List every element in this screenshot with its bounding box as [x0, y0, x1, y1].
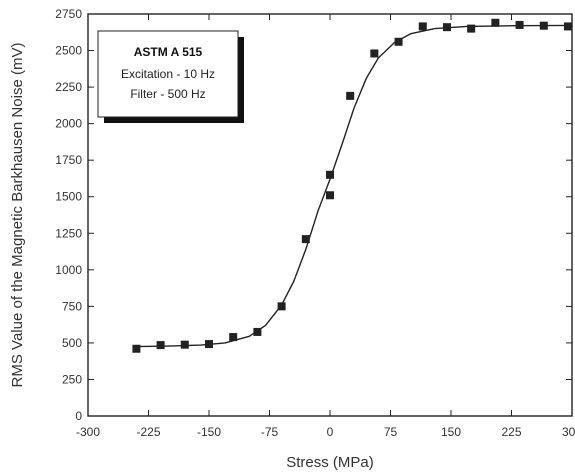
data-point	[346, 91, 355, 100]
y-tick-label: 1250	[55, 226, 82, 240]
legend-box: ASTM A 515 Excitation - 10 Hz Filter - 5…	[97, 30, 244, 123]
data-point	[539, 21, 548, 30]
data-point	[515, 20, 524, 29]
y-tick-label: 500	[62, 336, 82, 350]
data-markers	[132, 18, 572, 353]
data-point	[326, 191, 334, 200]
x-tick-label: -300	[76, 425, 100, 439]
x-tick-label: -225	[136, 425, 160, 439]
data-point	[301, 235, 310, 244]
x-axis: -300 -225 -150 -75 0 75 150 225 300	[76, 14, 575, 439]
data-point	[370, 49, 379, 58]
y-tick-label: 1750	[55, 153, 82, 167]
x-tick-label: 75	[384, 425, 398, 439]
data-point	[394, 37, 403, 46]
data-point	[467, 24, 476, 33]
x-axis-title: Stress (MPa)	[286, 454, 374, 471]
y-tick-label: 250	[62, 372, 82, 386]
data-point	[156, 341, 165, 350]
x-tick-label: -150	[197, 425, 221, 439]
y-tick-label: 2750	[55, 7, 82, 21]
data-point	[253, 327, 262, 336]
data-point	[491, 18, 500, 27]
legend-box-frame	[97, 30, 239, 118]
y-axis: 0 250 500 750 1000 1250 1500 1750 2000 2250 2500 27…	[55, 7, 572, 423]
y-tick-label: 750	[62, 299, 82, 313]
x-tick-label: -75	[261, 425, 279, 439]
y-tick-label: 0	[75, 409, 82, 423]
data-point	[180, 340, 189, 349]
data-point	[563, 22, 572, 31]
data-point	[326, 170, 334, 179]
data-point	[418, 22, 427, 31]
y-axis-title: RMS Value of the Magnetic Barkhausen Noi…	[9, 43, 26, 388]
x-tick-label: 150	[441, 425, 461, 439]
y-tick-label: 1500	[55, 190, 82, 204]
legend-box-line-1: Excitation - 10 Hz	[121, 67, 215, 81]
x-tick-label: 300	[562, 425, 575, 439]
data-point	[229, 333, 238, 342]
x-tick-label: 225	[501, 425, 521, 439]
y-tick-label: 2500	[55, 44, 82, 58]
y-tick-label: 2000	[55, 117, 82, 131]
y-tick-label: 2250	[55, 80, 82, 94]
data-point	[442, 23, 451, 32]
y-tick-label: 1000	[55, 263, 82, 277]
data-point	[205, 340, 213, 349]
data-point	[132, 344, 141, 353]
legend-box-line-2: Filter - 500 Hz	[130, 87, 205, 101]
x-tick-label: 0	[327, 425, 334, 439]
legend-box-title: ASTM A 515	[134, 45, 203, 59]
data-point	[277, 302, 286, 311]
